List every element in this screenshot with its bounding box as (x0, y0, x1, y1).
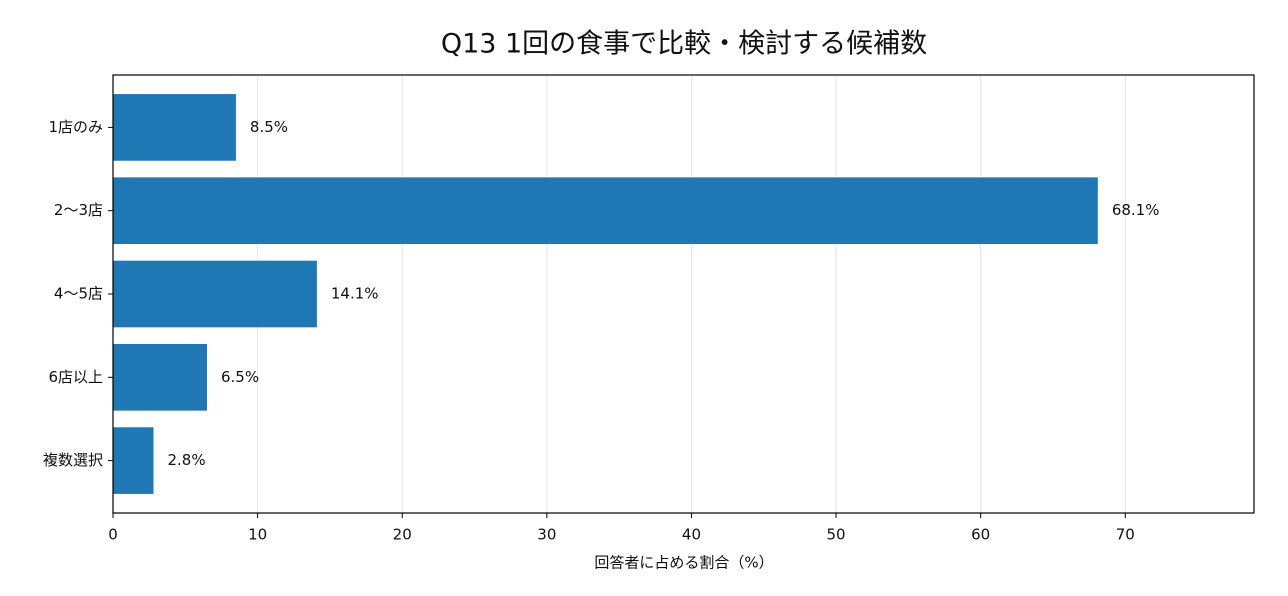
bar (113, 177, 1098, 245)
x-tick-label: 50 (827, 526, 846, 544)
value-label: 14.1% (331, 285, 379, 303)
chart-title: Q13 1回の食事で比較・検討する候補数 (441, 29, 927, 60)
bar (113, 427, 154, 494)
y-tick-label: 2〜3店 (54, 201, 103, 219)
y-tick-label: 1店のみ (48, 118, 103, 136)
value-label: 8.5% (250, 118, 288, 136)
value-label: 2.8% (167, 451, 205, 469)
x-tick-label: 0 (108, 526, 118, 544)
x-tick-label: 70 (1116, 526, 1135, 544)
x-tick-label: 10 (248, 526, 267, 544)
x-axis-label: 回答者に占める割合（%） (594, 554, 773, 572)
y-tick-label: 複数選択 (43, 451, 103, 469)
y-tick-label: 6店以上 (48, 368, 103, 386)
y-tick-label: 4〜5店 (54, 285, 103, 303)
bar (113, 343, 207, 411)
x-tick-label: 20 (393, 526, 412, 544)
value-label: 6.5% (221, 368, 259, 386)
x-tick-label: 60 (971, 526, 990, 544)
plot-frame (112, 74, 1255, 514)
x-tick-label: 30 (537, 526, 556, 544)
x-tick-label: 40 (682, 526, 701, 544)
bar (113, 260, 317, 328)
value-label: 68.1% (1112, 201, 1160, 219)
bar (113, 94, 236, 161)
